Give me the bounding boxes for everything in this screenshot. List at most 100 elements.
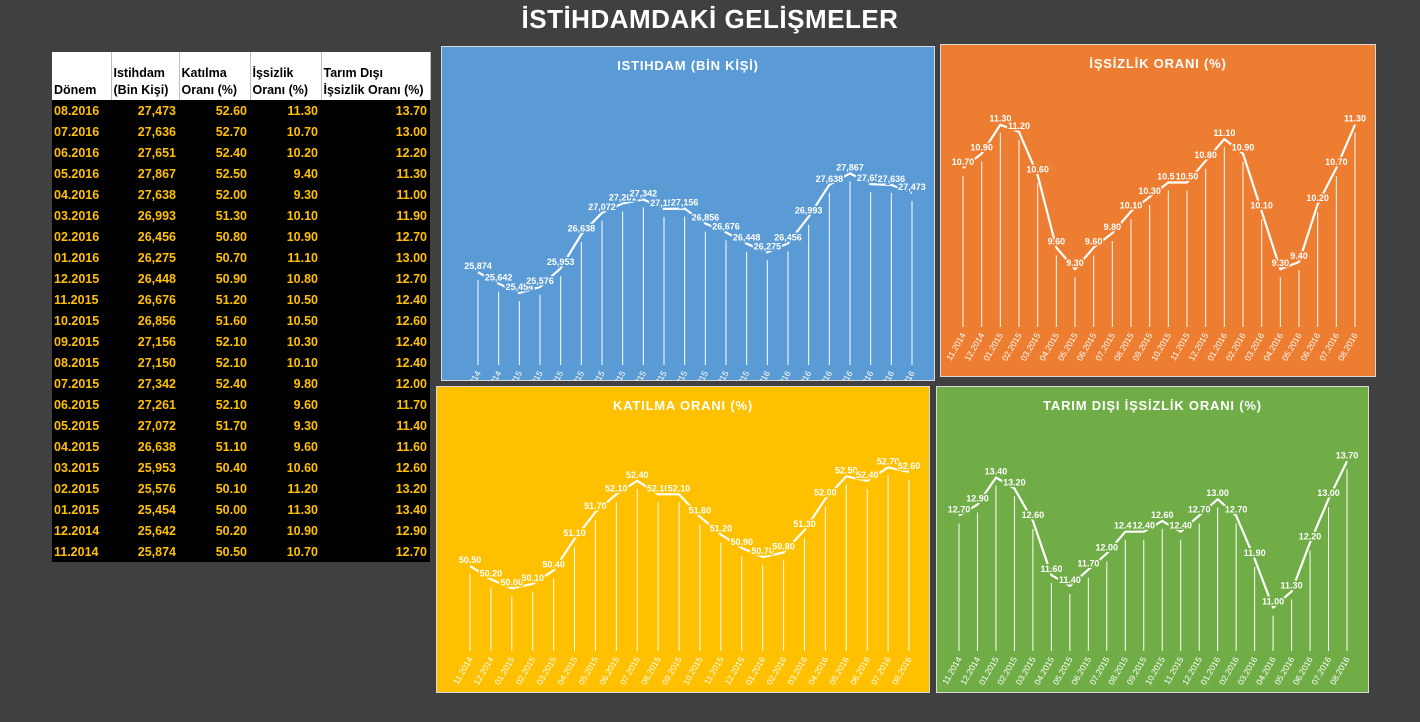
data-label: 51.10: [563, 528, 586, 538]
data-label: 51.60: [689, 506, 712, 516]
table-cell-value: 52.60: [179, 100, 250, 121]
x-tick-label: 07.2015: [624, 369, 648, 381]
table-cell-value: 10.60: [250, 457, 321, 478]
x-tick-label: 03.2015: [541, 369, 565, 381]
table-cell-period: 07.2016: [52, 121, 111, 142]
data-label: 26,993: [795, 206, 823, 216]
table-cell-period: 11.2015: [52, 289, 111, 310]
header-unemployment-line1: İşsizlik: [252, 66, 294, 80]
data-label: 12.90: [966, 494, 989, 504]
table-cell-value: 12.70: [321, 541, 430, 562]
table-row: 06.2016 27,651 52.40 10.20 12.20: [52, 142, 430, 163]
table-cell-value: 25,454: [111, 499, 179, 520]
nonfarm-unemployment-chart: 12.7012.9013.4013.2012.6011.6011.4011.70…: [940, 449, 1360, 687]
data-label: 11.40: [1059, 575, 1081, 585]
table-row: 01.2015 25,454 50.00 11.30 13.40: [52, 499, 430, 520]
table-cell-period: 12.2014: [52, 520, 111, 541]
x-tick-label: 12.2015: [727, 369, 751, 381]
data-label: 10.60: [1026, 164, 1049, 174]
table-cell-period: 03.2016: [52, 205, 111, 226]
table-cell-value: 52.70: [179, 121, 250, 142]
table-cell-value: 51.30: [179, 205, 250, 226]
employment-chart-panel: ISTIHDAM (BİN KİŞİ) 25,874 25,642 25,454 25…: [441, 46, 935, 381]
table-cell-period: 02.2016: [52, 226, 111, 247]
data-label: 9.40: [1290, 251, 1308, 261]
table-cell-value: 12.20: [321, 142, 430, 163]
table-cell-value: 11.30: [250, 100, 321, 121]
header-unemployment: İşsizlik Oranı (%): [250, 52, 322, 100]
header-participation-line2: Oranı (%): [181, 83, 238, 97]
x-tick-label: 06.2016: [851, 369, 875, 381]
data-label: 10.90: [1232, 143, 1255, 153]
table-cell-value: 50.20: [179, 520, 250, 541]
data-label: 12.40: [1169, 521, 1192, 531]
table-cell-value: 11.40: [321, 415, 430, 436]
data-label: 11.30: [1281, 580, 1303, 590]
data-label: 11.60: [1040, 564, 1062, 574]
x-tick-label: 04.2015: [562, 369, 586, 381]
data-label: 11.20: [1008, 121, 1030, 131]
table-cell-value: 12.60: [321, 457, 430, 478]
table-cell-value: 27,636: [111, 121, 179, 142]
header-period: Dönem: [52, 52, 112, 100]
data-label: 52.40: [626, 470, 649, 480]
x-tick-label: 05.2015: [583, 369, 607, 381]
table-cell-period: 12.2015: [52, 268, 111, 289]
table-cell-value: 27,651: [111, 142, 179, 163]
table-cell-value: 52.40: [179, 142, 250, 163]
table-cell-value: 12.90: [321, 520, 430, 541]
table-cell-period: 04.2015: [52, 436, 111, 457]
x-tick-label: 01.2015: [500, 369, 524, 381]
x-tick-label: 01.2016: [748, 369, 772, 381]
table-row: 10.2015 26,856 51.60 10.50 12.60: [52, 310, 430, 331]
header-period-line2: Dönem: [54, 83, 97, 97]
data-label: 9.80: [1104, 222, 1122, 232]
table-row: 09.2015 27,156 52.10 10.30 12.40: [52, 331, 430, 352]
data-label: 27,867: [836, 162, 864, 172]
data-label: 13.00: [1317, 488, 1340, 498]
table-cell-value: 11.70: [321, 394, 430, 415]
data-label: 13.20: [1003, 477, 1026, 487]
table-row: 11.2015 26,676 51.20 10.50 12.40: [52, 289, 430, 310]
table-cell-value: 11.30: [321, 163, 430, 184]
table-cell-value: 50.40: [179, 457, 250, 478]
table-cell-period: 08.2015: [52, 352, 111, 373]
header-nonfarm-line2: İşsizlik Oranı (%): [323, 83, 424, 97]
data-label: 27,342: [630, 188, 658, 198]
data-label: 25,642: [485, 273, 513, 283]
series-line: [962, 123, 1357, 271]
table-cell-value: 52.00: [179, 184, 250, 205]
data-label: 52.60: [898, 461, 921, 471]
data-label: 50.80: [772, 541, 795, 551]
data-label: 9.30: [1272, 258, 1290, 268]
table-cell-value: 11.90: [321, 205, 430, 226]
data-label: 12.20: [1299, 532, 1322, 542]
table-cell-value: 27,261: [111, 394, 179, 415]
data-label: 13.40: [985, 467, 1008, 477]
data-label: 10.30: [1138, 186, 1161, 196]
participation-chart-title: KATILMA ORANI (%): [613, 398, 753, 413]
table-row: 02.2015 25,576 50.10 11.20 13.20: [52, 478, 430, 499]
table-cell-period: 03.2015: [52, 457, 111, 478]
series-line: [958, 460, 1348, 609]
table-cell-value: 9.60: [250, 436, 321, 457]
data-label: 11.70: [1077, 559, 1099, 569]
table-cell-value: 50.00: [179, 499, 250, 520]
table-cell-period: 06.2016: [52, 142, 111, 163]
table-cell-value: 13.00: [321, 247, 430, 268]
data-label: 11.90: [1244, 548, 1266, 558]
x-tick-label: 11.2014: [459, 369, 483, 381]
table-cell-value: 13.20: [321, 478, 430, 499]
table-row: 12.2015 26,448 50.90 10.80 12.70: [52, 268, 430, 289]
table-row: 08.2016 27,473 52.60 11.30 13.70: [52, 100, 430, 121]
table-cell-period: 11.2014: [52, 541, 111, 562]
data-label: 52.70: [877, 456, 900, 466]
table-cell-period: 10.2015: [52, 310, 111, 331]
table-cell-value: 12.70: [321, 268, 430, 289]
table-cell-period: 06.2015: [52, 394, 111, 415]
table-cell-value: 13.00: [321, 121, 430, 142]
table-cell-value: 51.70: [179, 415, 250, 436]
table-cell-value: 25,953: [111, 457, 179, 478]
data-label: 26,856: [692, 212, 720, 222]
data-label: 11.10: [1213, 128, 1235, 138]
